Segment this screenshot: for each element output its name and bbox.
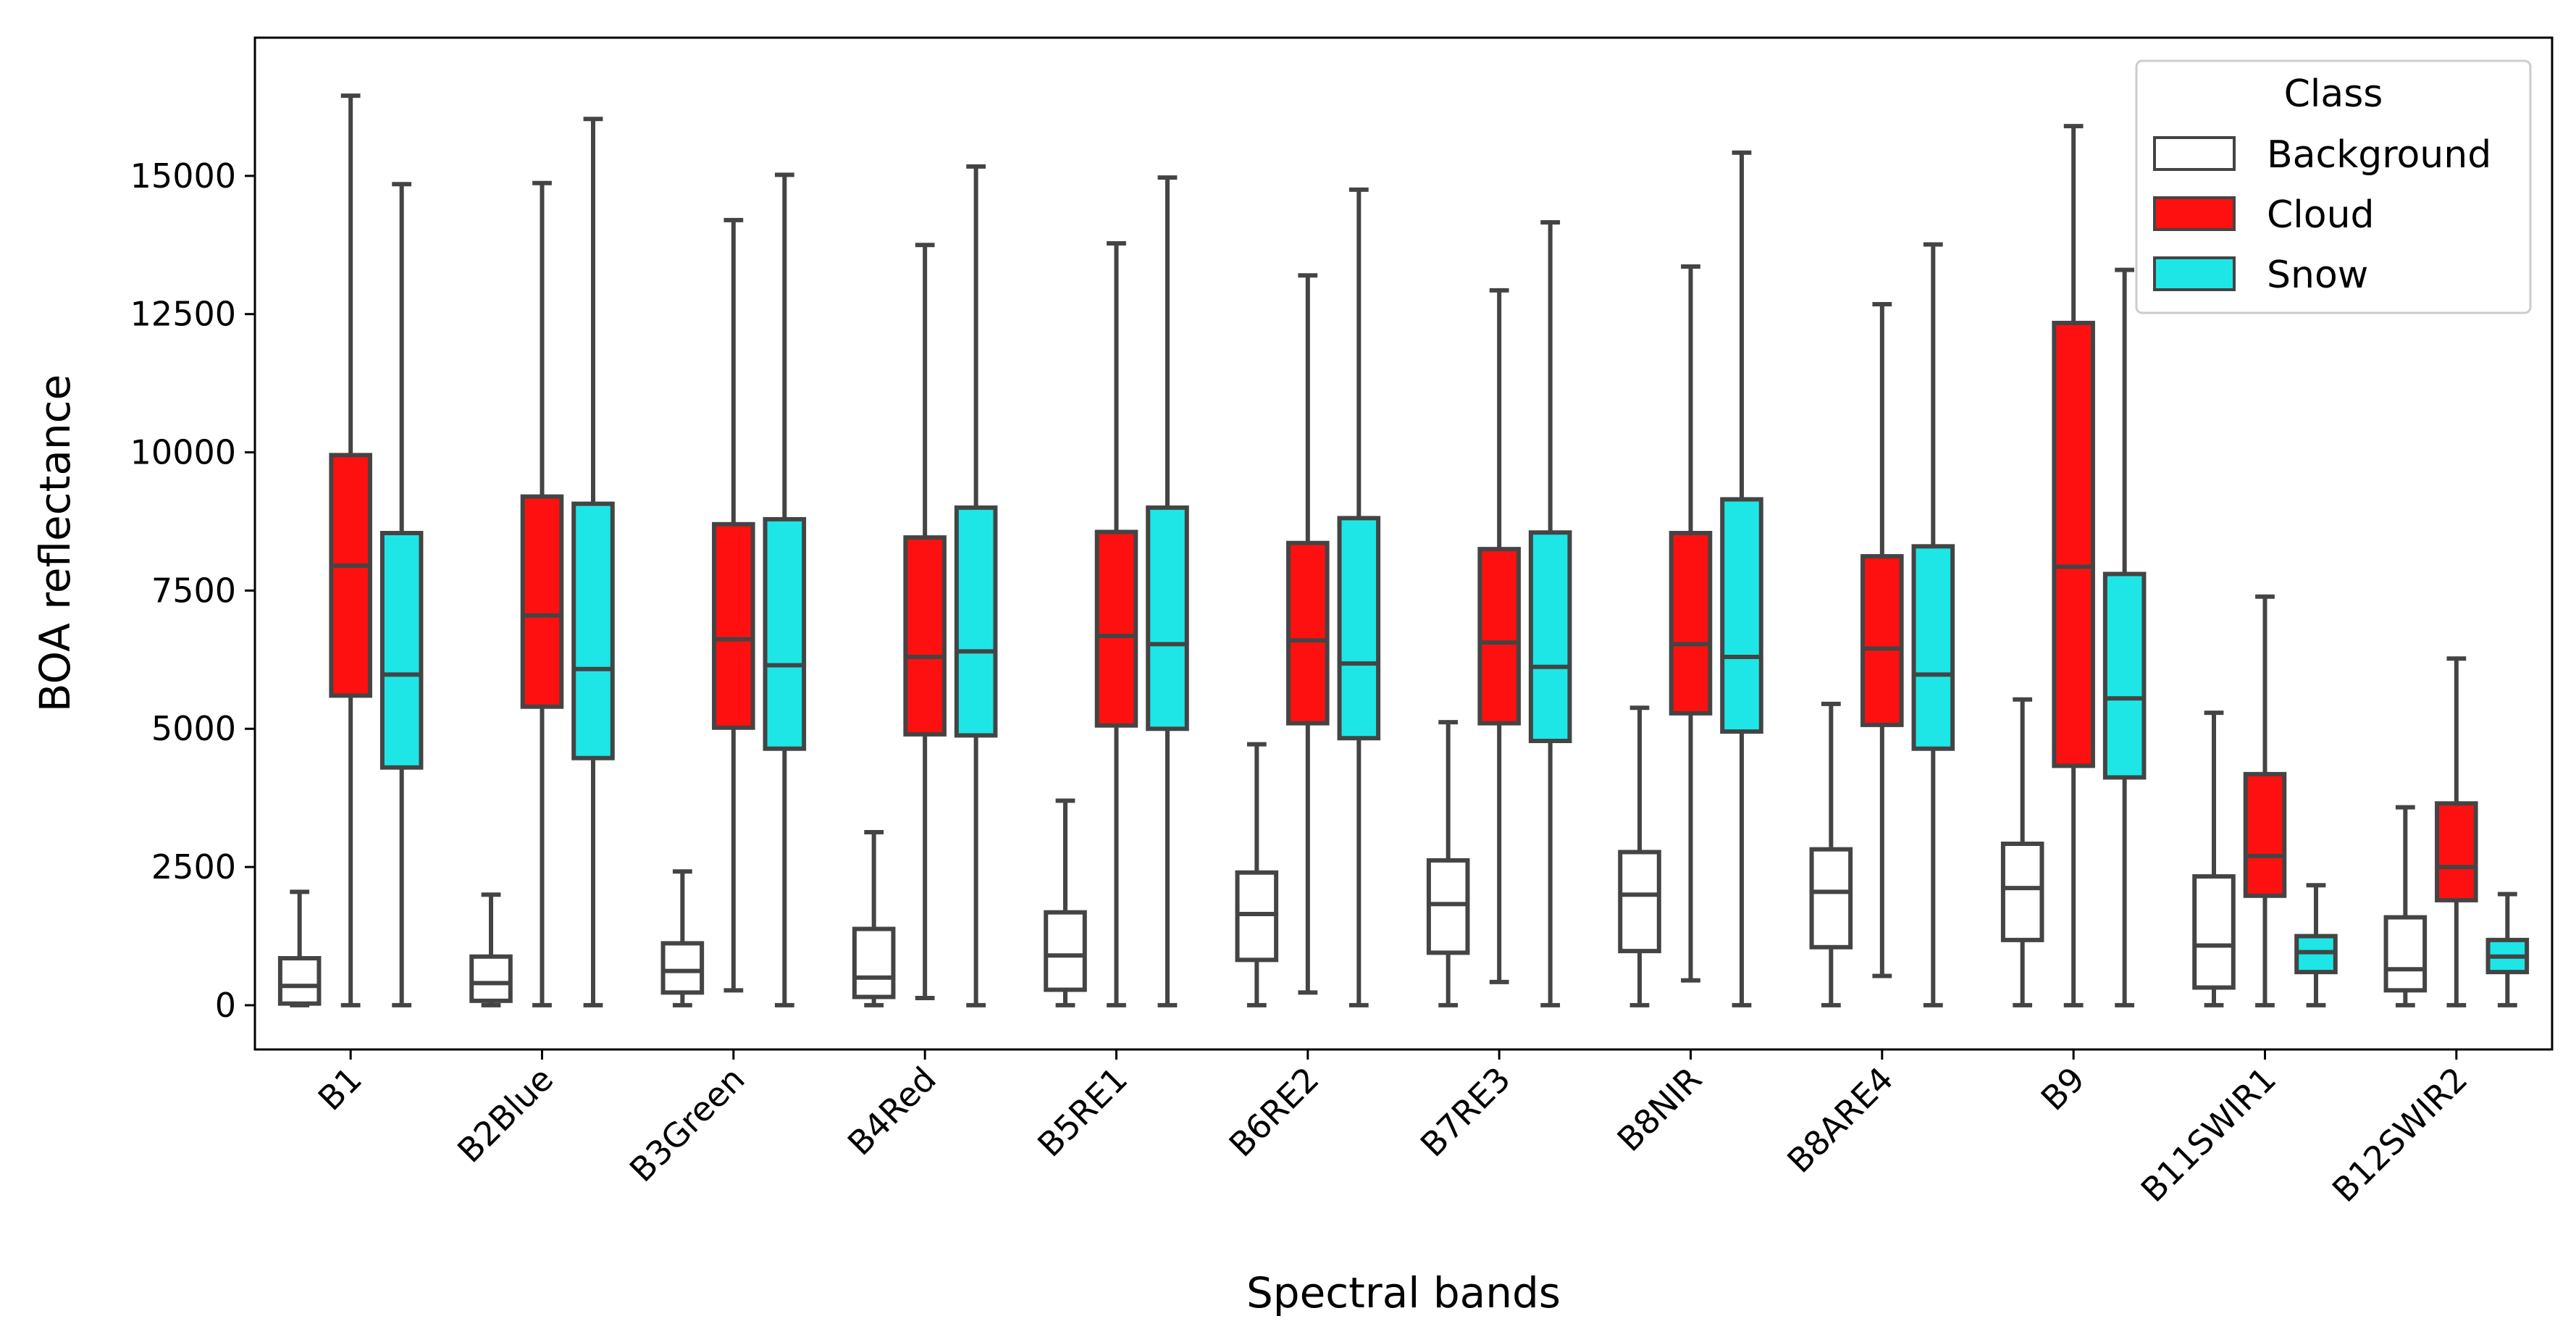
box-iqr [1860, 554, 1904, 727]
box-snow [763, 172, 807, 1007]
box-background [660, 869, 705, 1007]
box-background [1044, 798, 1087, 1007]
plot-frame [253, 36, 2554, 1051]
y-tick-label: 12500 [130, 295, 236, 334]
box-iqr [1720, 497, 1763, 734]
box-iqr [660, 941, 705, 995]
box-iqr [2192, 874, 2236, 990]
legend-frame [2135, 59, 2532, 314]
box-background [1235, 742, 1279, 1007]
box-snow [2102, 267, 2147, 1007]
box-background [2383, 805, 2428, 1007]
box-background [2192, 711, 2236, 1007]
box-snow [2294, 883, 2338, 1007]
box-iqr [1911, 544, 1955, 751]
box-snow [2485, 892, 2530, 1007]
box-iqr [1235, 870, 1279, 963]
box-background [469, 892, 513, 1007]
y-tick-label: 2500 [151, 847, 236, 887]
y-axis: 0 2500 5000 7500 10000 12500 15000 [130, 156, 255, 1025]
box-snow [379, 182, 424, 1007]
box-cloud [2435, 656, 2478, 1007]
box-iqr [571, 501, 615, 760]
box-iqr [520, 494, 564, 709]
legend-label-cloud: Cloud [2267, 193, 2375, 237]
legend-label-snow: Snow [2267, 253, 2368, 297]
box-iqr [852, 926, 896, 999]
legend-swatch-background [2153, 136, 2236, 171]
legend-swatch-snow [2153, 256, 2236, 291]
box-cloud [329, 93, 372, 1007]
legend-swatch-cloud [2153, 196, 2236, 231]
box-iqr [1146, 505, 1189, 732]
box-iqr [1528, 530, 1572, 744]
box-cloud [520, 180, 564, 1007]
y-tick-label: 0 [215, 986, 236, 1025]
box-background [277, 889, 322, 1007]
box-snow [1720, 150, 1763, 1007]
box-background [2000, 697, 2044, 1007]
box-iqr [1477, 547, 1521, 726]
box-iqr [903, 535, 947, 737]
y-tick-label: 7500 [151, 571, 236, 610]
box-iqr [954, 505, 998, 738]
box-cloud [1094, 240, 1138, 1007]
box-iqr [1094, 529, 1138, 728]
y-tick-label: 15000 [130, 156, 236, 196]
box-background [852, 829, 896, 1007]
box-cloud [2052, 124, 2095, 1007]
box-iqr [2052, 320, 2095, 768]
box-snow [1337, 187, 1381, 1007]
box-iqr [763, 516, 807, 751]
box-iqr [1426, 858, 1470, 955]
box-snow [954, 164, 998, 1007]
legend: Class Background Cloud Snow [2135, 59, 2532, 314]
box-iqr [329, 453, 372, 698]
box-cloud [1669, 264, 1713, 983]
box-cloud [1477, 288, 1521, 984]
box-background [1618, 705, 1661, 1007]
box-cloud [712, 217, 755, 993]
box-snow [1911, 242, 1955, 1007]
y-tick-label: 5000 [151, 709, 236, 748]
box-iqr [712, 521, 755, 730]
box-iqr [379, 530, 424, 770]
box-iqr [1618, 850, 1661, 954]
y-tick-label: 10000 [130, 433, 236, 472]
box-iqr [277, 956, 322, 1006]
box-cloud [1860, 301, 1904, 978]
box-background [1809, 701, 1853, 1007]
box-iqr [2243, 771, 2287, 898]
box-iqr [1337, 516, 1381, 741]
box-iqr [2435, 801, 2478, 902]
legend-title: Class [2284, 72, 2383, 116]
box-iqr [1286, 540, 1330, 726]
box-iqr [1669, 530, 1713, 716]
x-axis-title: Spectral bands [1246, 1268, 1561, 1317]
box-cloud [2243, 594, 2287, 1007]
box-iqr [2000, 842, 2044, 942]
box-background [1426, 720, 1470, 1007]
box-iqr [469, 954, 513, 1003]
box-iqr [1809, 847, 1853, 950]
y-axis-title: BOA reflectance [30, 374, 80, 713]
legend-label-background: Background [2267, 133, 2491, 177]
box-snow [571, 117, 615, 1007]
box-cloud [903, 243, 947, 1001]
box-iqr [1044, 910, 1087, 992]
box-iqr [2383, 915, 2428, 993]
box-iqr [2102, 571, 2147, 780]
box-snow [1528, 219, 1572, 1007]
box-cloud [1286, 273, 1330, 995]
box-snow [1146, 175, 1189, 1007]
plot-marks [277, 93, 2530, 1007]
